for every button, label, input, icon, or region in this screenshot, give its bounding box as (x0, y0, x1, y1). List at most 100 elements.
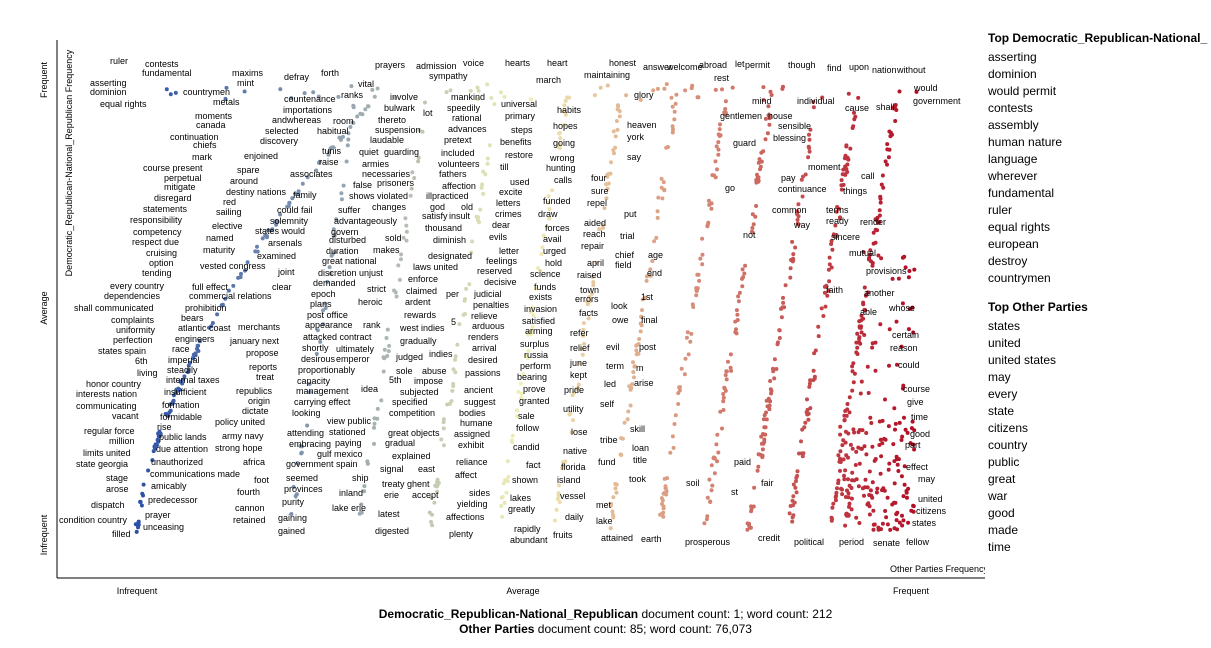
data-point[interactable] (806, 144, 811, 149)
data-point[interactable] (469, 250, 474, 255)
data-point[interactable] (857, 336, 862, 341)
term-label[interactable]: formidable (160, 412, 202, 422)
term-label[interactable]: bears (181, 313, 204, 323)
term-label[interactable]: russia (524, 350, 548, 360)
data-point[interactable] (700, 252, 705, 257)
data-point[interactable] (515, 414, 520, 419)
data-point[interactable] (906, 520, 911, 525)
term-label[interactable]: plans (310, 299, 332, 309)
data-point[interactable] (905, 495, 909, 500)
data-point[interactable] (910, 419, 915, 424)
data-point[interactable] (878, 196, 883, 201)
term-label[interactable]: would (913, 83, 938, 93)
term-label[interactable]: repel (587, 198, 607, 208)
data-point[interactable] (795, 221, 800, 226)
data-point[interactable] (387, 343, 392, 348)
term-label[interactable]: epoch (311, 289, 336, 299)
term-label[interactable]: solemnity (270, 216, 309, 226)
data-point[interactable] (528, 309, 533, 314)
term-label[interactable]: thereto (378, 115, 406, 125)
term-label[interactable]: army navy (222, 431, 264, 441)
data-point[interactable] (611, 495, 616, 500)
data-point[interactable] (672, 422, 677, 426)
data-point[interactable] (429, 519, 433, 524)
data-point[interactable] (850, 446, 855, 451)
term-label[interactable]: shall communicated (74, 303, 154, 313)
term-label[interactable]: nation (872, 65, 897, 75)
data-point[interactable] (888, 527, 893, 532)
data-point[interactable] (656, 195, 661, 200)
term-label[interactable]: included (441, 148, 475, 158)
term-label[interactable]: going (553, 138, 575, 148)
data-point[interactable] (291, 484, 296, 489)
top-b-term[interactable]: great (988, 472, 1016, 486)
data-point[interactable] (756, 464, 761, 469)
data-point[interactable] (838, 215, 842, 220)
term-label[interactable]: urged (543, 246, 566, 256)
data-point[interactable] (867, 512, 872, 517)
data-point[interactable] (763, 116, 768, 121)
data-point[interactable] (765, 131, 770, 136)
data-point[interactable] (499, 504, 504, 508)
data-point[interactable] (694, 293, 699, 298)
data-point[interactable] (843, 440, 848, 445)
data-point[interactable] (838, 424, 843, 429)
data-point[interactable] (862, 333, 867, 337)
data-point[interactable] (554, 507, 559, 512)
data-point[interactable] (385, 327, 390, 332)
data-point[interactable] (134, 529, 139, 534)
term-label[interactable]: lose (571, 427, 588, 437)
data-point[interactable] (302, 91, 307, 96)
data-point[interactable] (670, 124, 675, 129)
data-point[interactable] (668, 450, 673, 455)
data-point[interactable] (862, 493, 866, 498)
data-point[interactable] (299, 444, 304, 449)
term-label[interactable]: moment (808, 162, 841, 172)
data-point[interactable] (173, 90, 178, 95)
data-point[interactable] (887, 327, 892, 332)
data-point[interactable] (375, 86, 380, 91)
data-point[interactable] (429, 495, 434, 500)
data-point[interactable] (638, 321, 643, 326)
term-label[interactable]: admission (416, 61, 457, 71)
term-label[interactable]: states spain (98, 346, 146, 356)
term-label[interactable]: thousand (425, 223, 462, 233)
data-point[interactable] (846, 431, 851, 436)
term-label[interactable]: daily (565, 512, 584, 522)
data-point[interactable] (879, 256, 884, 261)
data-point[interactable] (882, 488, 887, 493)
data-point[interactable] (901, 494, 906, 499)
term-label[interactable]: red (223, 197, 236, 207)
term-label[interactable]: good (910, 429, 930, 439)
term-label[interactable]: skill (630, 424, 645, 434)
term-label[interactable]: answer (643, 62, 672, 72)
data-point[interactable] (481, 169, 486, 174)
term-label[interactable]: arise (634, 378, 654, 388)
data-point[interactable] (140, 491, 145, 496)
data-point[interactable] (457, 322, 462, 327)
term-label[interactable]: perfection (113, 335, 153, 345)
data-point[interactable] (185, 370, 190, 375)
data-point[interactable] (847, 395, 852, 400)
term-label[interactable]: yielding (457, 499, 488, 509)
term-label[interactable]: abundant (510, 535, 548, 545)
term-label[interactable]: ardent (405, 297, 431, 307)
term-label[interactable]: volunteers (438, 159, 480, 169)
data-point[interactable] (560, 466, 565, 471)
data-point[interactable] (836, 453, 841, 458)
data-point[interactable] (314, 351, 319, 356)
term-label[interactable]: course present (143, 163, 203, 173)
data-point[interactable] (563, 98, 568, 103)
data-point[interactable] (311, 90, 316, 95)
data-point[interactable] (806, 417, 811, 422)
term-label[interactable]: carrying effect (294, 397, 351, 407)
term-label[interactable]: evils (489, 232, 508, 242)
data-point[interactable] (900, 301, 905, 306)
data-point[interactable] (239, 271, 243, 276)
term-label[interactable]: post (639, 342, 657, 352)
term-label[interactable]: raised (577, 270, 602, 280)
term-label[interactable]: race (172, 344, 190, 354)
data-point[interactable] (886, 424, 891, 429)
data-point[interactable] (663, 486, 668, 491)
data-point[interactable] (186, 363, 191, 368)
